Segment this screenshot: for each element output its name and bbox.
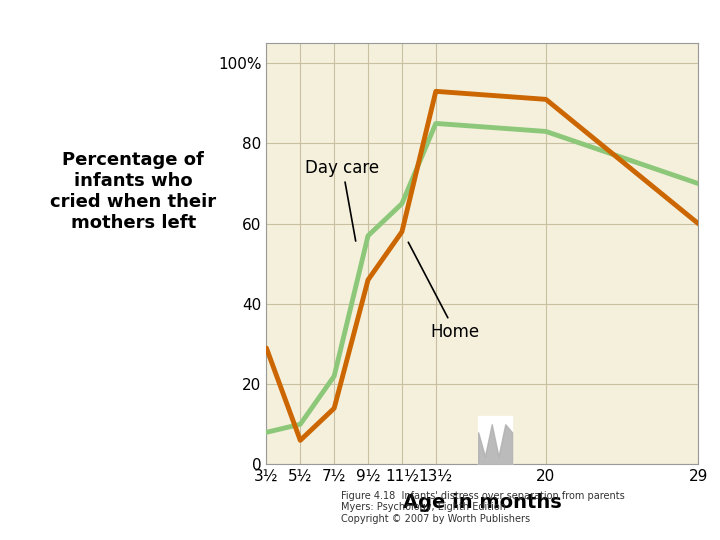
Text: Figure 4.18  Infants' distress over separation from parents
Myers: Psychology, E: Figure 4.18 Infants' distress over separ… (341, 491, 624, 524)
X-axis label: Age in months: Age in months (403, 492, 562, 511)
Text: Day care: Day care (305, 159, 379, 241)
Text: Home: Home (408, 242, 480, 341)
Text: Percentage of
infants who
cried when their
mothers left: Percentage of infants who cried when the… (50, 151, 216, 232)
